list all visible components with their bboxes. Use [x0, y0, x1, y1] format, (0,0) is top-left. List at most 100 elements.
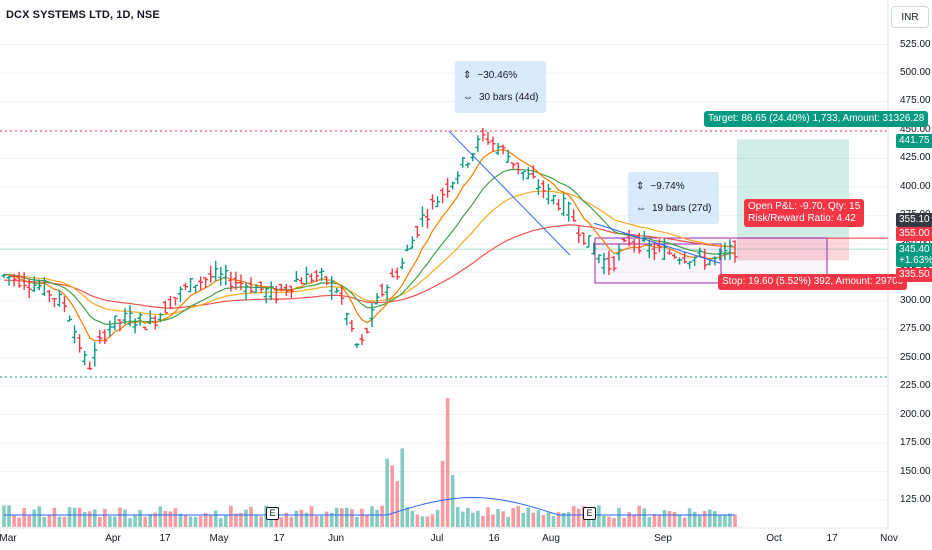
- volume-bar: [324, 511, 329, 527]
- ema-long-line: [3, 224, 736, 309]
- volume-bar: [395, 481, 400, 527]
- volume-bar: [526, 507, 531, 527]
- volume-bar: [466, 507, 470, 527]
- volume-bar: [385, 458, 389, 527]
- volume-bar: [677, 514, 682, 527]
- y-tick-label: 225.00: [900, 380, 931, 392]
- current-price-tag: 345.40 +1.63%: [896, 243, 932, 267]
- risk-reward-text: Risk/Reward Ratio: 4.42: [748, 213, 856, 224]
- volume-bar: [365, 514, 369, 527]
- x-tick-label: Jun: [327, 533, 345, 544]
- volume-bar: [334, 507, 339, 527]
- volume-bar: [486, 507, 490, 527]
- volume-bar: [2, 505, 6, 527]
- y-tick-label: 450.00: [900, 123, 931, 135]
- volume-bar: [718, 515, 722, 527]
- earnings-marker-1[interactable]: E: [266, 507, 279, 520]
- volume-bar: [531, 512, 536, 527]
- volume-bar: [17, 517, 21, 527]
- volume-bar: [587, 517, 591, 527]
- volume-bar: [62, 516, 67, 527]
- volume-average-line: [4, 496, 735, 516]
- volume-bar: [294, 510, 299, 527]
- open-pl-label[interactable]: Open P&L: -9.70, Qty: 15 Risk/Reward Rat…: [744, 199, 865, 227]
- volume-bar: [647, 517, 652, 527]
- open-pl-text: Open P&L: -9.70, Qty: 15: [748, 201, 861, 212]
- volume-bar: [309, 506, 314, 527]
- volume-bar: [239, 512, 243, 527]
- bars-icon: ⇔: [463, 92, 473, 103]
- volume-bar: [87, 511, 92, 527]
- volume-bar: [67, 507, 72, 527]
- y-tick-label: 175.00: [900, 437, 931, 449]
- volume-bar: [77, 507, 82, 527]
- volume-bar: [299, 509, 304, 527]
- y-tick-label: 200.00: [900, 408, 931, 420]
- volume-bar: [516, 506, 521, 527]
- volume-bar: [329, 512, 334, 527]
- volume-bar: [345, 507, 349, 527]
- volume-bar: [339, 508, 344, 527]
- volume-bar: [501, 511, 505, 527]
- volume-bar: [269, 517, 273, 527]
- volume-bar: [289, 516, 294, 527]
- currency-button[interactable]: INR: [891, 6, 929, 28]
- volume-bar: [576, 508, 581, 527]
- measure-box-2[interactable]: ⇕ −9.74% ⇔ 19 bars (27d): [628, 172, 720, 224]
- volume-bar: [188, 516, 193, 527]
- volume-bar: [128, 518, 132, 527]
- stop-label[interactable]: Stop: 19.60 (5.52%) 392, Amount: 29700: [718, 274, 908, 290]
- volume-bar: [602, 515, 606, 527]
- volume-bar: [375, 509, 379, 527]
- volume-bar: [445, 398, 450, 527]
- volume-bar: [506, 516, 510, 527]
- volume-bar: [546, 512, 551, 527]
- volume-bar: [314, 516, 319, 527]
- volume-bar: [672, 511, 677, 527]
- volume-bar: [350, 509, 354, 527]
- range-icon: ⇕: [463, 70, 472, 81]
- volume-bar: [355, 516, 359, 527]
- volume-bar: [203, 513, 208, 527]
- volume-bar: [284, 512, 289, 527]
- volume-bar: [541, 514, 546, 527]
- volume-bar: [158, 506, 163, 527]
- target-label[interactable]: Target: 86.65 (24.40%) 1,733, Amount: 31…: [704, 111, 929, 127]
- x-tick-label: Oct: [766, 533, 782, 544]
- volume-bar: [536, 510, 541, 527]
- volume-bar: [566, 512, 571, 527]
- x-tick-label: Aug: [542, 533, 560, 544]
- volume-bar: [173, 508, 178, 527]
- earnings-marker-2[interactable]: E: [583, 507, 596, 520]
- y-tick-label: 150.00: [900, 465, 931, 477]
- volume-bar: [22, 507, 26, 527]
- volume-bar: [405, 506, 410, 527]
- volume-bar: [511, 508, 515, 527]
- volume-bar: [687, 508, 692, 527]
- x-tick-label: 17: [159, 533, 171, 544]
- volume-bar: [460, 511, 465, 527]
- measure-box-1[interactable]: ⇕ −30.46% ⇔ 30 bars (44d): [455, 61, 547, 113]
- volume-bar: [97, 517, 102, 527]
- volume-bar: [113, 516, 117, 527]
- x-tick-label: May: [209, 533, 229, 544]
- y-tick-label: 300.00: [900, 294, 931, 306]
- volume-bar: [12, 514, 16, 527]
- volume-bar: [430, 514, 435, 527]
- volume-bar: [123, 509, 127, 527]
- stop-zone: [737, 238, 849, 261]
- volume-bar: [415, 514, 420, 527]
- volume-bar: [607, 516, 611, 527]
- volume-bar: [627, 512, 631, 527]
- volume-bar: [168, 511, 173, 527]
- volume-bar: [32, 509, 37, 527]
- volume-bar: [622, 517, 626, 527]
- chart-title: DCX SYSTEMS LTD, 1D, NSE: [6, 9, 160, 21]
- y-tick-label: 400.00: [900, 180, 931, 192]
- volume-bar: [692, 511, 697, 527]
- volume-bar: [108, 516, 112, 527]
- volume-bar: [551, 516, 556, 527]
- last-price-tag: 355.10: [896, 213, 932, 227]
- ema-slow-line: [3, 190, 736, 316]
